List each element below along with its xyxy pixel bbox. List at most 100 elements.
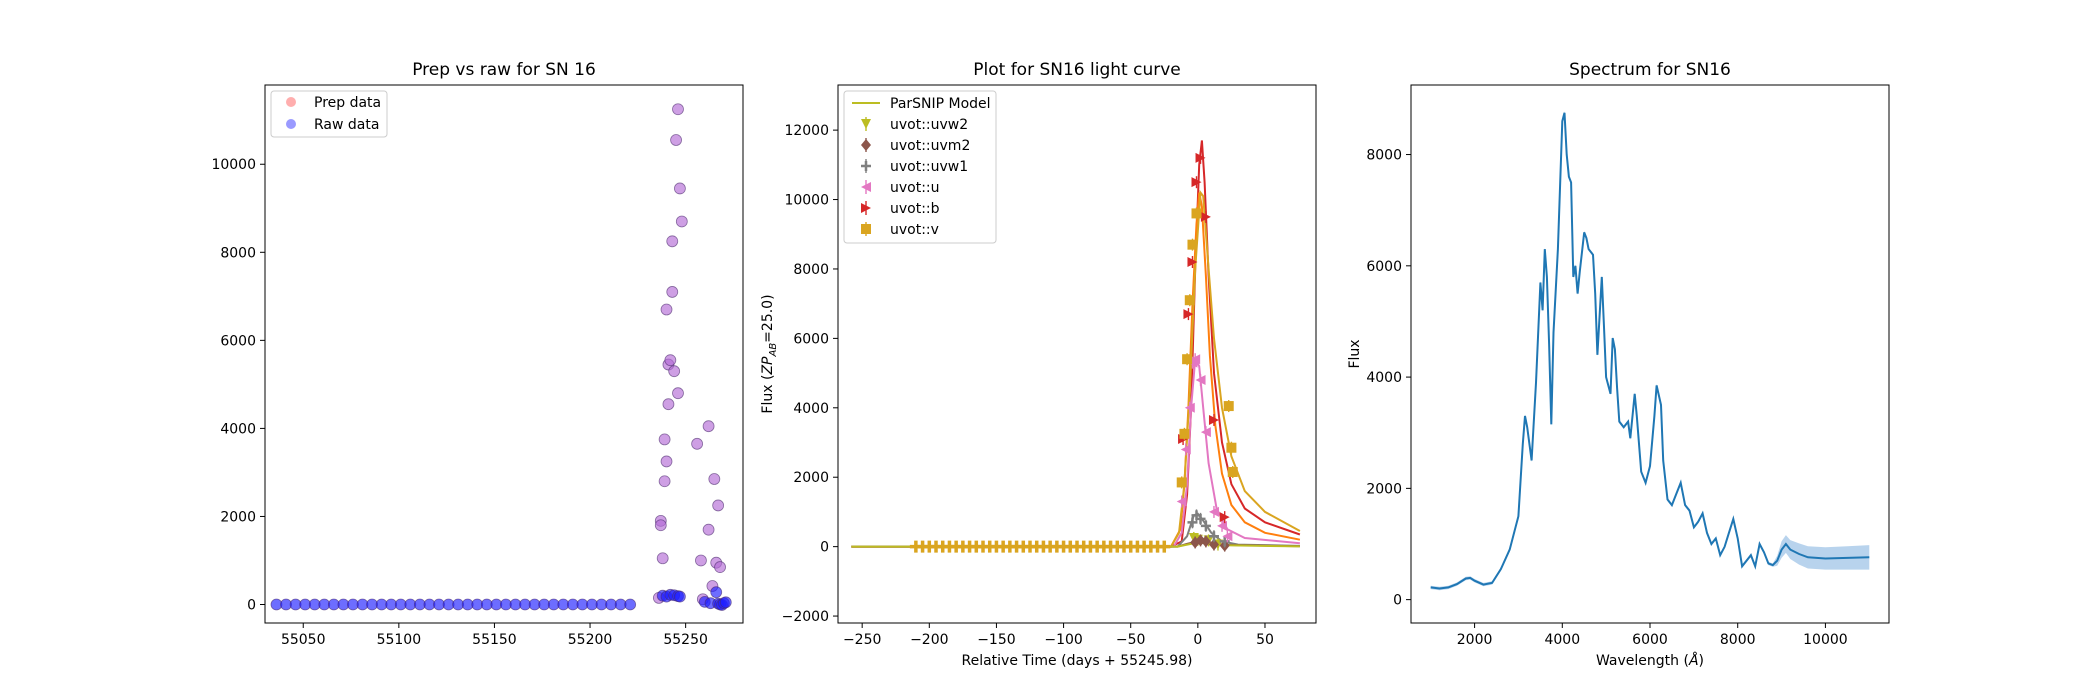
data-point	[1195, 513, 1206, 524]
y-tick-label: −2000	[782, 609, 829, 625]
x-tick-label: 50	[1256, 632, 1274, 648]
legend-label: uvot::uvw1	[890, 159, 968, 175]
legend-label: uvot::u	[890, 180, 940, 196]
x-tick-label: −50	[1116, 632, 1146, 648]
legend-label: uvot::uvw2	[890, 117, 968, 133]
data-point	[1179, 428, 1190, 439]
x-tick-label: 6000	[1632, 632, 1668, 648]
x-axis-label: Wavelength (Å)	[1596, 652, 1704, 669]
data-point	[1176, 477, 1187, 488]
x-tick-label: 55150	[472, 632, 517, 648]
spectrum-chart: Spectrum for SN16 2000 4000 6000 8000 10000 0…	[1347, 60, 1890, 669]
prep-data-point	[708, 473, 721, 485]
y-tick-label: 6000	[220, 333, 256, 349]
legend-marker	[861, 119, 871, 129]
raw-data-point	[674, 590, 686, 603]
x-axis-label: Relative Time (days + 55245.98)	[961, 653, 1192, 669]
prep-data-point	[714, 561, 726, 573]
data-point	[1195, 375, 1206, 386]
x-tick-label: 10000	[1803, 632, 1848, 648]
prep-data-point	[656, 552, 669, 565]
prep-data-point	[670, 134, 682, 146]
data-point	[1226, 442, 1237, 453]
y-tick-label: 2000	[220, 509, 256, 525]
light-curve-chart: Plot for SN16 light curve −250 −200 −150 −1…	[760, 60, 1317, 669]
data-point	[1184, 295, 1195, 306]
data-point	[1183, 309, 1194, 320]
prep-data-point	[666, 286, 679, 298]
legend: ParSNIP Model uvot::uvw2uvot::uvm2uvot::…	[843, 90, 997, 244]
x-tick-label: 55200	[568, 632, 613, 648]
data-point	[1200, 427, 1211, 438]
prep-data-point	[712, 499, 725, 512]
legend-label: uvot::b	[890, 201, 940, 217]
x-tick-label: 55100	[377, 632, 422, 648]
y-tick-label: 6000	[793, 331, 829, 347]
raw-data-point	[719, 596, 732, 609]
prep-data-point	[660, 455, 673, 468]
y-tick-label: 0	[1393, 593, 1402, 609]
y-tick-label: 2000	[793, 470, 829, 486]
prep-data-point	[664, 354, 677, 367]
data-point	[1182, 354, 1193, 365]
y-tick-label: 8000	[1366, 148, 1402, 164]
chart-title: Prep vs raw for SN 16	[412, 60, 596, 80]
x-tick-label: 8000	[1720, 632, 1756, 648]
prep-data-point	[672, 387, 684, 400]
plot-frame	[264, 84, 744, 624]
spectrum-line	[1430, 112, 1870, 590]
y-tick-label: 6000	[1366, 259, 1402, 275]
data-point	[1223, 401, 1234, 412]
data-point	[1208, 531, 1219, 542]
data-point	[1190, 354, 1201, 365]
y-tick-label: 4000	[220, 421, 256, 437]
x-tick-label: −200	[910, 632, 948, 648]
y-tick-label: 0	[820, 540, 829, 556]
legend-label-raw: Raw data	[314, 117, 379, 133]
x-tick-label: −250	[843, 632, 881, 648]
data-point	[1200, 520, 1211, 531]
y-tick-label: 12000	[784, 123, 829, 139]
legend-label-model: ParSNIP Model	[890, 96, 991, 112]
x-tick-label: −150	[977, 632, 1015, 648]
raw-data-point	[710, 586, 723, 599]
prep-data-point	[668, 365, 681, 378]
data-point	[1208, 414, 1219, 425]
legend-label: uvot::uvm2	[890, 138, 970, 154]
prep-data-point	[674, 182, 686, 195]
prep-data-point	[666, 235, 679, 248]
y-tick-label: 0	[247, 598, 256, 614]
data-point	[1227, 467, 1238, 478]
data-point	[1191, 208, 1202, 219]
prep-data-point	[658, 433, 671, 446]
x-tick-label: 0	[1193, 632, 1202, 648]
plot-frame	[837, 84, 1317, 624]
prep-data-point	[654, 519, 667, 532]
legend-marker	[861, 203, 871, 213]
legend-marker	[861, 139, 871, 151]
y-tick-label: 10000	[211, 157, 256, 173]
data-point	[1200, 211, 1211, 222]
data-point	[1195, 152, 1206, 163]
chart-title: Plot for SN16 light curve	[973, 60, 1180, 80]
prep-data-point	[662, 398, 675, 411]
data-point	[1187, 257, 1198, 268]
prep-data-point	[702, 523, 715, 536]
legend-marker-raw	[286, 119, 296, 129]
y-tick-label: 8000	[793, 262, 829, 278]
y-tick-label: 4000	[1366, 370, 1402, 386]
legend: Prep data Raw data	[270, 90, 388, 138]
prep-data-point	[658, 475, 671, 488]
model-curve	[851, 355, 1300, 548]
legend-label: uvot::v	[890, 222, 939, 238]
plot-frame	[1410, 84, 1890, 624]
data-point	[1219, 512, 1230, 523]
y-tick-label: 4000	[793, 401, 829, 417]
y-tick-label: 2000	[1366, 481, 1402, 497]
legend-marker	[861, 224, 871, 234]
legend-label-prep: Prep data	[314, 95, 381, 111]
x-tick-label: 55250	[663, 632, 708, 648]
prep-data-point	[691, 437, 704, 450]
prep-data-point	[660, 303, 673, 316]
